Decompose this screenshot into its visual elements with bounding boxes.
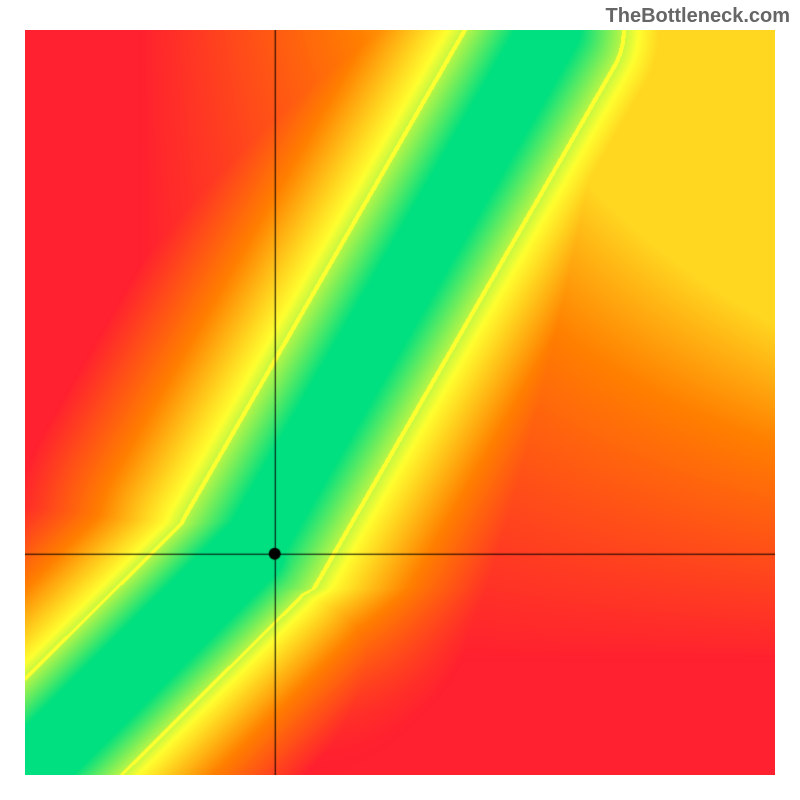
watermark-text: TheBottleneck.com xyxy=(606,5,790,28)
chart-container: TheBottleneck.com xyxy=(0,0,800,800)
heatmap-canvas xyxy=(25,30,775,775)
